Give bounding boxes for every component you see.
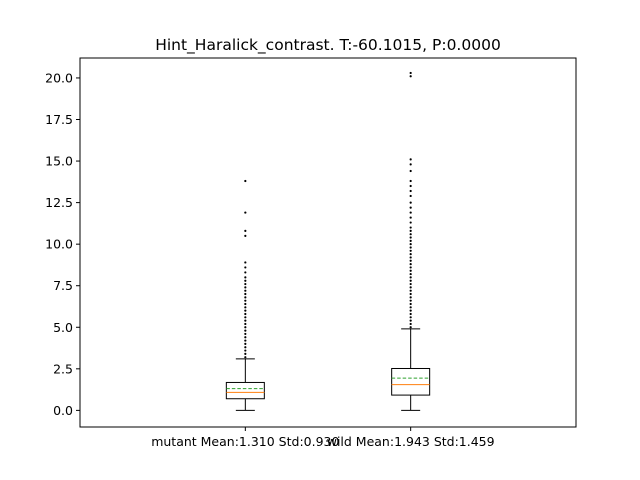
- outlier-point: [244, 319, 247, 322]
- outlier-point: [409, 211, 412, 214]
- outlier-point: [244, 292, 247, 296]
- outlier-point: [244, 352, 247, 355]
- outlier-point: [244, 356, 247, 359]
- outlier-point: [244, 342, 247, 345]
- outlier-point: [409, 163, 412, 166]
- outlier-point: [244, 282, 247, 286]
- outlier-point: [409, 322, 412, 326]
- outlier-point: [244, 339, 247, 342]
- outlier-point: [244, 309, 247, 312]
- outlier-point: [409, 296, 412, 299]
- outlier-point: [409, 279, 412, 282]
- outlier-point: [244, 346, 247, 349]
- outlier-point: [244, 312, 247, 316]
- outlier-point: [409, 292, 412, 296]
- outlier-point: [409, 243, 412, 246]
- outlier-point: [244, 266, 247, 269]
- y-tick-label: 2.5: [53, 361, 73, 376]
- outlier-point: [409, 266, 412, 269]
- outlier-point: [409, 302, 412, 306]
- outlier-point: [409, 276, 412, 279]
- outlier-point: [409, 259, 412, 262]
- outlier-point: [409, 249, 412, 252]
- x-tick-label: mutant Mean:1.310 Std:0.930: [151, 434, 339, 449]
- outlier-point: [409, 201, 412, 204]
- outlier-point: [409, 216, 412, 219]
- outlier-point: [409, 206, 412, 209]
- y-tick-label: 15.0: [45, 154, 73, 169]
- outlier-point: [409, 269, 412, 272]
- outlier-point: [409, 299, 412, 302]
- outlier-point: [409, 194, 412, 198]
- outlier-point: [244, 234, 247, 237]
- outlier-point: [244, 296, 247, 299]
- outlier-point: [409, 179, 412, 183]
- outlier-point: [244, 286, 247, 289]
- outlier-point: [409, 226, 412, 229]
- box-iqr: [225, 381, 265, 400]
- y-tick-label: 7.5: [53, 278, 73, 293]
- y-tick-label: 12.5: [45, 195, 73, 210]
- y-tick-label: 5.0: [53, 320, 73, 335]
- outlier-point: [244, 306, 247, 309]
- outlier-point: [409, 239, 412, 242]
- outlier-point: [409, 312, 412, 316]
- outlier-point: [409, 263, 412, 266]
- y-tick-label: 10.0: [45, 237, 73, 252]
- y-tick-label: 0.0: [53, 403, 73, 418]
- outlier-point: [244, 229, 247, 232]
- outlier-point: [244, 329, 247, 332]
- outlier-point: [409, 316, 412, 319]
- outlier-point: [244, 179, 247, 183]
- y-tick-label: 17.5: [45, 112, 73, 127]
- outlier-point: [409, 253, 412, 256]
- outlier-point: [244, 332, 247, 336]
- outlier-point: [409, 306, 412, 309]
- outlier-point: [244, 349, 247, 352]
- outlier-point: [409, 286, 412, 289]
- outlier-point: [409, 229, 412, 232]
- outlier-point: [409, 289, 412, 292]
- outlier-point: [244, 261, 247, 264]
- outlier-point: [409, 272, 412, 276]
- outlier-point: [244, 279, 247, 282]
- outlier-point: [244, 336, 247, 339]
- outlier-point: [409, 189, 412, 193]
- y-tick-label: 20.0: [45, 70, 73, 85]
- outlier-point: [244, 322, 247, 326]
- outlier-point: [409, 71, 412, 75]
- outlier-point: [244, 302, 247, 306]
- outlier-point: [409, 282, 412, 286]
- chart-title: Hint_Haralick_contrast. T:-60.1015, P:0.…: [155, 36, 501, 55]
- outlier-point: [409, 319, 412, 322]
- outlier-point: [409, 169, 412, 173]
- outlier-point: [244, 271, 247, 274]
- outlier-point: [244, 299, 247, 302]
- outlier-point: [409, 233, 412, 236]
- outlier-point: [409, 221, 412, 224]
- outlier-point: [244, 289, 247, 292]
- outlier-point: [409, 184, 412, 188]
- outlier-point: [409, 236, 412, 239]
- outlier-point: [244, 326, 247, 329]
- outlier-point: [409, 256, 412, 259]
- plot-frame: [79, 57, 577, 428]
- box-iqr: [391, 367, 431, 396]
- x-tick-label: wild Mean:1.943 Std:1.459: [327, 434, 495, 449]
- outlier-point: [409, 75, 412, 78]
- outlier-point: [409, 326, 412, 329]
- outlier-point: [244, 211, 247, 214]
- outlier-point: [409, 309, 412, 312]
- outlier-point: [409, 246, 412, 249]
- outlier-point: [409, 158, 412, 161]
- outlier-point: [244, 276, 247, 279]
- outlier-point: [244, 316, 247, 319]
